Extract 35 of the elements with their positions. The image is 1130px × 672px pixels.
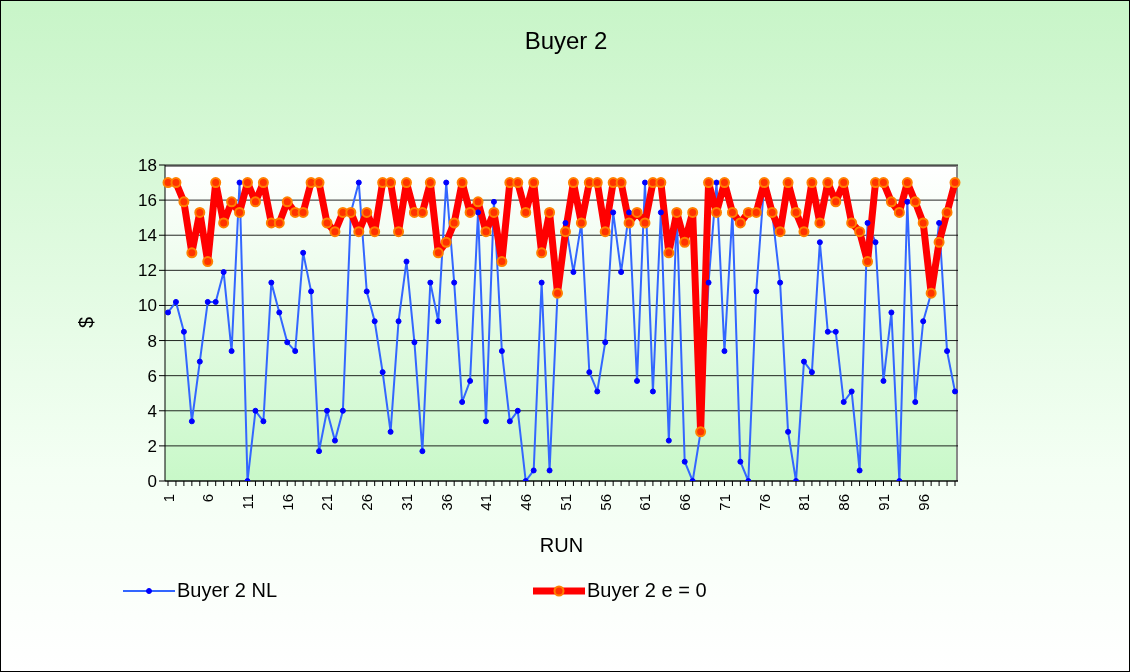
x-tick-label: 36 xyxy=(437,494,455,511)
x-tick-label: 16 xyxy=(278,494,296,511)
x-tick-label: 56 xyxy=(596,494,614,511)
x-tick-label: 26 xyxy=(358,494,376,511)
y-tick-label: 18 xyxy=(138,156,157,176)
y-tick-label: 2 xyxy=(147,436,157,456)
x-tick-label: 76 xyxy=(755,494,773,511)
x-tick-label: 21 xyxy=(318,494,336,511)
x-tick-label: 66 xyxy=(676,494,694,511)
y-tick-label: 10 xyxy=(138,296,157,316)
y-axis-title: $ xyxy=(75,316,99,329)
y-tick-label: 12 xyxy=(138,261,157,281)
x-tick-label: 6 xyxy=(199,494,217,503)
x-tick-label: 31 xyxy=(397,494,415,511)
y-tick-label: 6 xyxy=(147,366,157,386)
x-tick-label: 91 xyxy=(874,494,892,511)
x-axis-title: RUN xyxy=(538,534,585,557)
legend-label: Buyer 2 NL xyxy=(177,579,278,602)
x-tick-label: 11 xyxy=(238,494,256,510)
x-tick-label: 86 xyxy=(835,494,853,511)
y-tick-label: 8 xyxy=(147,331,157,351)
y-tick-label: 16 xyxy=(138,191,157,211)
x-tick-label: 51 xyxy=(556,494,574,511)
chart-title: Buyer 2 xyxy=(523,27,609,55)
y-tick-label: 4 xyxy=(147,401,157,421)
legend-label: Buyer 2 e = 0 xyxy=(587,579,707,602)
x-tick-label: 71 xyxy=(715,494,733,511)
x-tick-label: 1 xyxy=(159,494,177,503)
x-tick-label: 46 xyxy=(517,494,535,511)
x-tick-label: 81 xyxy=(795,494,813,511)
x-tick-label: 61 xyxy=(636,494,654,511)
x-tick-label: 41 xyxy=(477,494,495,511)
y-tick-label: 0 xyxy=(147,472,157,492)
y-tick-label: 14 xyxy=(138,226,157,246)
x-tick-label: 96 xyxy=(914,494,932,511)
